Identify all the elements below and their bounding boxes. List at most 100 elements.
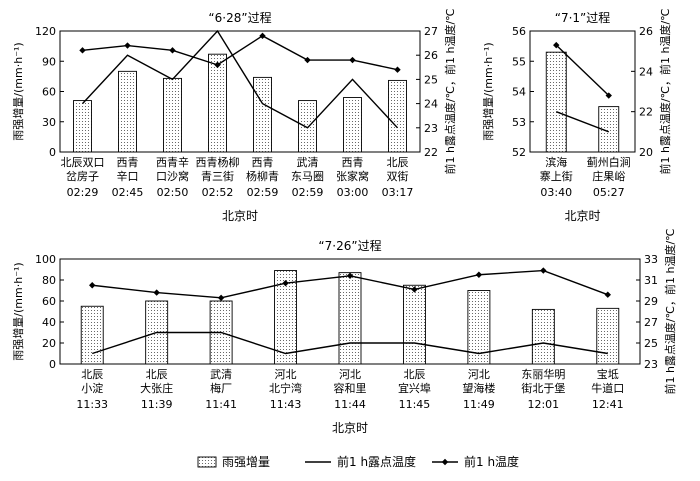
temperature-marker: [169, 47, 176, 54]
x-category-label: 青三街: [201, 169, 234, 183]
rain-bar: [545, 51, 567, 153]
y2-tick-label: 31: [644, 274, 658, 287]
x-time-label: 03:17: [382, 186, 414, 199]
temperature-marker: [259, 32, 266, 40]
x-time-label: 02:52: [202, 186, 234, 199]
y2-tick-label: 27: [424, 25, 438, 38]
rain-bar: [274, 270, 298, 365]
x-category-label: 蓟州白涧: [587, 155, 631, 169]
legend-item: 雨强增量: [197, 455, 270, 469]
x-category-label: 北辰: [387, 156, 409, 169]
legend-label: 前1 h露点温度: [337, 454, 416, 469]
temperature-marker: [282, 279, 289, 287]
x-category-label: 宝坻: [597, 367, 619, 381]
y2-tick-label: 22: [639, 106, 653, 119]
legend-bar-swatch: [197, 456, 217, 468]
temperature-marker: [540, 267, 547, 274]
x-category-label: 北辰双口: [61, 156, 105, 169]
x-time-label: 02:50: [157, 186, 189, 199]
x-category-label: 东马圈: [291, 170, 324, 183]
temperature-marker: [475, 271, 483, 278]
x-category-label: 河北: [339, 368, 361, 381]
y-tick-label: 60: [42, 86, 56, 99]
temperature-marker: [217, 294, 225, 302]
x-category-label: 辛口: [117, 169, 139, 183]
x-category-label: 大张庄: [140, 381, 173, 395]
x-category-label: 武清: [210, 368, 232, 381]
y-tick-label: 100: [35, 253, 56, 266]
y2-tick-label: 20: [639, 146, 653, 159]
y-tick-label: 80: [42, 274, 56, 287]
rain-bar: [253, 76, 272, 153]
y-tick-label: 54: [512, 86, 526, 99]
y-tick-label: 90: [42, 55, 56, 68]
x-category-label: 梅厂: [210, 381, 232, 395]
rain-bar: [80, 305, 104, 365]
x-category-label: 西青: [252, 156, 274, 169]
legend-marker: [441, 458, 449, 466]
y2-tick-label: 25: [424, 73, 438, 86]
x-time-label: 02:59: [247, 186, 279, 199]
x-category-label: 滨海: [545, 155, 567, 169]
y-tick-label: 30: [42, 116, 56, 129]
legend-item: 前1 h露点温度: [305, 454, 416, 469]
temperature-marker: [89, 282, 96, 289]
temperature-line: [82, 35, 398, 71]
y-tick-label: 52: [512, 146, 526, 159]
rain-bar: [531, 308, 555, 365]
temperature-marker: [153, 289, 160, 296]
x-time-label: 12:01: [527, 398, 559, 411]
rain-bar: [388, 79, 407, 153]
x-time-label: 11:39: [141, 398, 173, 411]
x-category-label: 宜兴埠: [398, 381, 431, 395]
legend-label: 雨强增量: [222, 455, 270, 469]
x-time-label: 02:59: [292, 186, 324, 199]
chart-panel-2: “7·1”过程 52 53 54 55 56 20 22 24 26 雨强增量/(mm·h⁻¹) 前1…: [481, 8, 672, 223]
rain-bar: [298, 100, 317, 153]
y2-tick-label: 23: [644, 358, 658, 371]
x-category-label: 西青辛: [156, 155, 189, 169]
y-tick-label: 55: [512, 55, 526, 68]
rain-bar: [402, 284, 426, 365]
temperature-marker: [394, 66, 401, 73]
y2-tick-label: 29: [644, 295, 658, 308]
x-category-label: 西青: [342, 156, 364, 169]
x-category-label: 街北于堡: [521, 381, 565, 395]
temperature-marker: [214, 61, 221, 69]
dewpoint-line: [555, 111, 610, 133]
x-category-label: 杨柳青: [246, 169, 279, 183]
x-category-label: 望海楼: [462, 381, 495, 395]
y-axis-label: 雨强增量/(mm·h⁻¹): [11, 42, 25, 140]
dewpoint-line: [81, 29, 399, 129]
x-category-label: 河北: [275, 368, 297, 381]
y-tick-label: 40: [42, 316, 56, 329]
rain-bar: [343, 97, 362, 153]
temperature-marker: [304, 56, 311, 64]
chart-panel-3: “7·26”过程 0 20 40 60 80 100 23 25 27 29 31 33 雨强增量/(mm…: [11, 228, 677, 435]
y2-tick-label: 24: [424, 98, 438, 111]
x-category-label: 武清: [297, 156, 319, 169]
x-category-label: 寨上街: [540, 169, 573, 183]
chart-title: “7·1”过程: [555, 10, 611, 25]
rain-bar: [598, 106, 620, 153]
y2-tick-label: 26: [639, 25, 653, 38]
temperature-marker: [79, 47, 86, 54]
chart-title: “7·26”过程: [318, 238, 381, 253]
x-category-label: 西青: [117, 156, 139, 169]
x-category-label: 庄果峪: [592, 169, 625, 183]
x-time-label: 11:33: [76, 398, 108, 411]
x-category-label: 双街: [387, 169, 409, 183]
x-category-label: 小淀: [81, 381, 103, 395]
x-category-label: 张家窝: [336, 169, 369, 183]
y2-tick-label: 25: [644, 337, 658, 350]
temperature-marker: [349, 56, 356, 64]
temperature-marker: [124, 42, 131, 49]
temperature-marker: [605, 92, 612, 99]
x-category-label: 西青杨柳: [196, 155, 240, 169]
x-category-label: 岔房子: [66, 170, 99, 183]
x-category-label: 容和里: [334, 381, 367, 395]
legend-label: 前1 h温度: [464, 454, 519, 469]
y2-tick-label: 22: [424, 146, 438, 159]
x-time-label: 11:44: [334, 398, 366, 411]
y2-axis-label: 前1 h露点温度/℃，前1 h温度/℃: [443, 8, 457, 174]
